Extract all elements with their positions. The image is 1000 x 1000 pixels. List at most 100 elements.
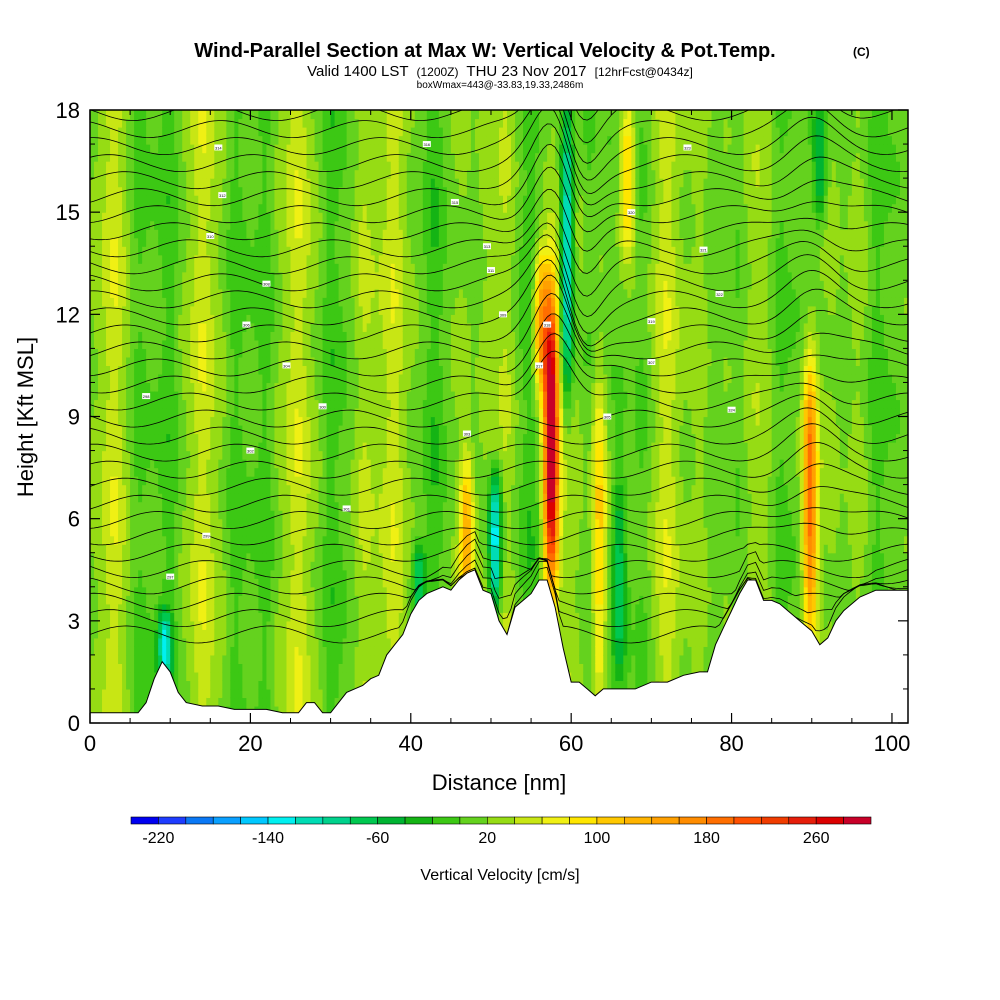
velocity-cell [198,110,203,120]
velocity-cell [98,212,103,222]
velocity-cell [98,246,103,256]
velocity-cell [170,314,175,324]
velocity-cell [294,118,300,128]
velocity-cell [162,195,167,205]
velocity-cell [278,237,284,247]
velocity-cell [126,229,131,239]
velocity-cell [106,297,111,307]
velocity-cell [290,493,296,503]
velocity-cell [102,348,107,358]
velocity-cell [206,620,211,630]
velocity-cell [254,620,260,630]
velocity-cell [218,161,223,171]
velocity-cell [110,178,115,188]
velocity-cell [138,152,143,162]
velocity-cell [130,390,135,401]
velocity-cell [174,646,179,656]
velocity-cell [186,263,191,273]
velocity-cell [226,459,231,469]
velocity-cell [346,484,352,494]
velocity-cell [250,161,255,171]
velocity-cell [318,365,324,375]
velocity-cell [222,612,227,622]
velocity-cell [282,629,288,639]
velocity-cell [318,680,324,690]
velocity-cell [106,118,111,128]
velocity-cell [94,390,99,401]
velocity-cell [110,280,115,290]
velocity-cell [202,399,207,409]
velocity-cell [114,110,119,120]
velocity-cell [122,688,127,699]
velocity-cell [262,297,268,307]
velocity-cell [210,348,215,358]
velocity-cell [114,263,119,273]
velocity-cell [262,629,268,639]
velocity-cell [238,535,243,545]
velocity-cell [130,680,135,690]
velocity-cell [230,288,235,298]
velocity-cell [362,305,368,315]
velocity-cell [214,544,219,554]
velocity-cell [350,118,356,128]
velocity-cell [314,629,320,639]
velocity-cell [326,246,332,256]
velocity-cell [282,561,288,571]
velocity-cell [342,178,348,188]
velocity-cell [366,501,372,511]
velocity-cell [238,493,243,503]
velocity-cell [150,518,155,528]
velocity-cell [94,646,99,656]
velocity-cell [206,254,211,264]
velocity-cell [270,288,276,298]
velocity-cell [278,178,284,188]
velocity-cell [194,535,199,545]
velocity-cell [222,450,227,460]
velocity-cell [122,246,127,256]
velocity-cell [290,263,296,273]
velocity-cell [238,629,243,639]
velocity-cell [122,407,127,418]
velocity-cell [202,688,207,699]
velocity-cell [206,569,211,579]
velocity-cell [210,263,215,273]
velocity-cell [234,246,239,256]
velocity-cell [314,671,320,682]
velocity-cell [94,705,99,713]
velocity-cell [122,646,127,656]
velocity-cell [258,118,264,128]
velocity-cell [370,493,376,503]
velocity-cell [254,544,260,554]
velocity-cell [206,433,211,443]
velocity-cell [182,229,187,239]
velocity-cell [102,339,107,349]
velocity-cell [210,476,215,486]
velocity-cell [158,169,163,179]
velocity-cell [198,322,203,332]
velocity-cell [326,373,332,384]
velocity-cell [158,433,163,443]
velocity-cell [106,697,111,707]
velocity-cell [158,322,163,332]
subtitle-prefix: Valid 1400 LST [307,63,408,80]
velocity-cell [90,373,95,384]
velocity-cell [242,152,247,162]
velocity-cell [202,195,207,205]
velocity-cell [154,510,159,520]
velocity-cell [310,578,316,588]
velocity-cell [290,663,296,673]
velocity-cell [90,339,95,349]
velocity-cell [310,407,316,418]
velocity-cell [218,399,223,409]
velocity-cell [122,178,127,188]
velocity-cell [274,263,280,273]
velocity-cell [210,271,215,281]
velocity-cell [214,433,219,443]
velocity-cell [134,629,139,639]
velocity-cell [110,373,115,384]
velocity-cell [218,527,223,537]
velocity-cell [94,382,99,392]
velocity-cell [250,527,255,537]
velocity-cell [94,433,99,443]
velocity-cell [366,263,372,273]
